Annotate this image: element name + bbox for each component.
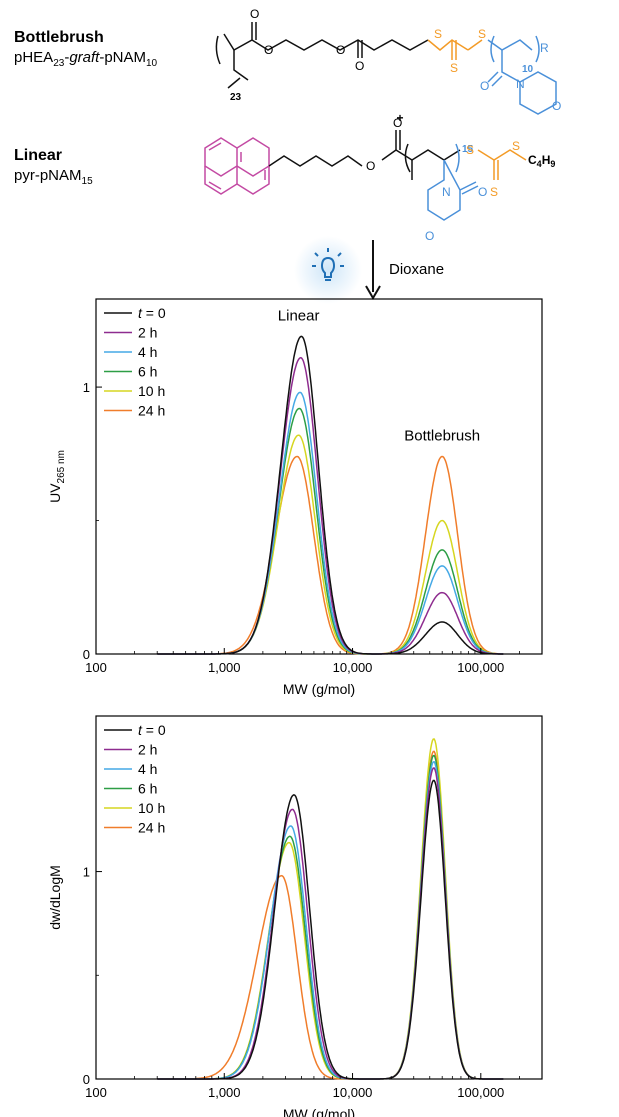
bottlebrush-structure (215, 22, 557, 115)
svg-text:O: O (336, 43, 345, 57)
svg-text:S: S (478, 27, 486, 41)
series-line (157, 335, 504, 655)
legend-label: 4 h (138, 344, 157, 360)
uv-chart: 100 1,000 10,000 100,000 0 1 MW (g/mol) UV265 n… (47, 298, 543, 697)
svg-text:15: 15 (462, 144, 474, 155)
svg-text:O: O (425, 229, 434, 243)
legend-label: 10 h (138, 800, 165, 816)
legend-label: 2 h (138, 742, 157, 758)
svg-text:O: O (264, 43, 273, 57)
linear-formula: pyr-pNAM15 (14, 167, 93, 187)
reaction-scheme: Bottlebrush pHEA23-graft-pNAM10 (14, 7, 561, 304)
svg-text:S: S (490, 185, 498, 199)
y-tick-label: 1 (83, 865, 90, 880)
legend-label: 6 h (138, 364, 157, 380)
y-axis-label: dw/dLogM (47, 865, 63, 930)
svg-text:O: O (393, 116, 402, 130)
x-tick-label: 10,000 (333, 1085, 373, 1100)
svg-text:R: R (540, 41, 549, 55)
svg-text:N: N (516, 77, 525, 91)
light-glow (294, 236, 362, 304)
legend-label: 4 h (138, 761, 157, 777)
series-line (157, 455, 504, 655)
chart-annotation: Bottlebrush (404, 427, 480, 444)
plus-sign: + (396, 111, 403, 125)
legend-label: 24 h (138, 820, 165, 836)
svg-text:O: O (480, 79, 489, 93)
lightbulb-icon (312, 248, 344, 281)
svg-text:23: 23 (230, 92, 242, 103)
series-line (157, 779, 504, 1080)
x-tick-label: 1,000 (208, 660, 241, 675)
svg-text:S: S (450, 61, 458, 75)
plot-frame (95, 715, 543, 1080)
svg-text:C4H9: C4H9 (528, 153, 555, 169)
bottlebrush-atoms: O O O O S S S O N O R 10 23 (230, 7, 561, 113)
series-line (157, 750, 504, 1080)
x-tick-label: 1,000 (208, 1085, 241, 1100)
x-tick-label: 10,000 (333, 660, 373, 675)
reaction-arrow (365, 240, 381, 300)
svg-text:S: S (434, 27, 442, 41)
svg-text:O: O (366, 159, 375, 173)
bottlebrush-formula: pHEA23-graft-pNAM10 (14, 49, 158, 69)
x-axis-label: MW (g/mol) (283, 681, 355, 697)
svg-text:O: O (355, 59, 364, 73)
legend-label: t = 0 (138, 722, 166, 738)
x-tick-label: 100 (85, 660, 107, 675)
series-line (157, 434, 504, 655)
series-line (157, 738, 504, 1080)
series-line (157, 767, 504, 1080)
bottlebrush-title: Bottlebrush (14, 29, 104, 46)
svg-text:O: O (552, 99, 561, 113)
linear-title: Linear (14, 147, 62, 164)
svg-text:10: 10 (522, 64, 534, 75)
x-tick-label: 100,000 (457, 1085, 504, 1100)
svg-text:O: O (250, 7, 259, 21)
legend-label: 10 h (138, 383, 165, 399)
svg-text:S: S (466, 143, 474, 157)
pyrene-group (204, 137, 270, 195)
y-tick-label: 1 (83, 380, 90, 395)
x-axis-label: MW (g/mol) (283, 1106, 355, 1117)
x-tick-label: 100,000 (457, 660, 504, 675)
series-line (157, 760, 504, 1080)
plot-frame (95, 298, 543, 655)
legend-label: 2 h (138, 325, 157, 341)
svg-text:S: S (512, 139, 520, 153)
y-tick-label: 0 (83, 647, 90, 662)
dw-chart: 100 1,000 10,000 100,000 0 1 MW (g/mol) dw/dLog… (47, 715, 543, 1117)
linear-atoms: O O N O O 15 S S S C4H9 (366, 116, 555, 243)
x-tick-label: 100 (85, 1085, 107, 1100)
series-line (157, 754, 504, 1080)
svg-text:O: O (478, 185, 487, 199)
linear-structure (204, 130, 527, 221)
y-tick-label: 0 (83, 1072, 90, 1087)
legend-label: 6 h (138, 781, 157, 797)
chart-annotation: Linear (278, 307, 320, 324)
svg-text:N: N (442, 185, 451, 199)
y-axis-label: UV265 nm (47, 450, 67, 503)
solvent-label: Dioxane (389, 261, 444, 278)
legend-label: t = 0 (138, 305, 166, 321)
legend-label: 24 h (138, 403, 165, 419)
